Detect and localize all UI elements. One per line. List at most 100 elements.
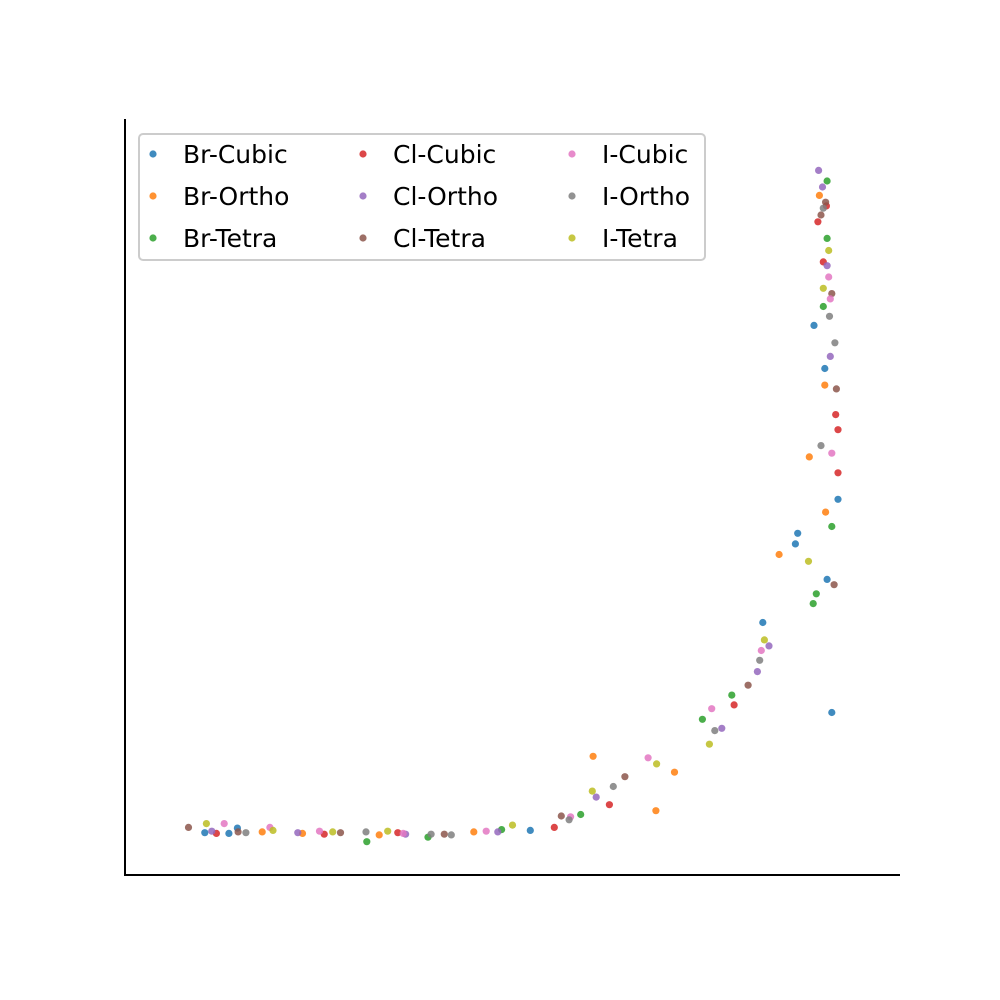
scatter-point (728, 691, 736, 699)
scatter-point (718, 724, 726, 732)
scatter-point (242, 829, 250, 837)
scatter-point (294, 829, 302, 837)
scatter-point (708, 705, 716, 713)
scatter-point (819, 204, 827, 212)
scatter-point (201, 829, 209, 837)
scatter-point (823, 262, 831, 270)
scatter-point (202, 820, 210, 828)
scatter-point (336, 829, 345, 837)
scatter-point (588, 787, 596, 795)
scatter-point (234, 828, 242, 836)
scatter-point (809, 600, 817, 608)
scatter-point (821, 364, 829, 373)
scatter-point (362, 828, 370, 836)
scatter-point (805, 453, 813, 461)
scatter-point (384, 827, 392, 835)
scatter-point (375, 831, 383, 839)
scatter-point (363, 838, 371, 846)
legend-label: Br-Ortho (183, 182, 289, 211)
legend-marker (149, 234, 157, 242)
legend-label: Cl-Tetra (393, 224, 486, 253)
scatter-point (817, 442, 825, 450)
scatter-point (804, 557, 813, 565)
scatter-point (565, 816, 573, 824)
scatter-point (550, 823, 558, 832)
scatter-point (810, 321, 818, 329)
legend-marker (359, 192, 367, 200)
legend-marker (359, 150, 367, 158)
legend-marker (568, 234, 576, 242)
scatter-point (220, 820, 228, 828)
scatter-point (508, 821, 517, 829)
legend-frame (138, 133, 706, 261)
scatter-point (652, 807, 660, 815)
scatter-point (753, 668, 762, 676)
scatter-point (823, 575, 831, 584)
legend-marker (568, 192, 576, 200)
scatter-point (757, 646, 765, 655)
legend-label: Br-Cubic (183, 140, 288, 169)
scatter-point (184, 823, 193, 832)
legend-label: I-Ortho (602, 182, 690, 211)
scatter-point (760, 636, 769, 644)
scatter-point (670, 768, 679, 776)
scatter-point (819, 302, 827, 311)
scatter-point (817, 211, 825, 219)
scatter-point (834, 469, 842, 477)
scatter-point (225, 829, 233, 838)
legend-label: Cl-Ortho (393, 182, 498, 211)
scatter-point (818, 183, 827, 191)
legend-label: I-Cubic (602, 140, 688, 169)
scatter-point (823, 234, 831, 242)
scatter-point (269, 826, 277, 835)
scatter-point (621, 773, 629, 781)
scatter-point (577, 810, 585, 819)
scatter-point (730, 701, 738, 709)
legend-label: Cl-Cubic (393, 140, 496, 169)
scatter-point (482, 827, 490, 835)
scatter-point (329, 828, 337, 836)
legend-label: I-Tetra (602, 224, 678, 253)
legend: Br-Cubic Br-Ortho Br-Tetra Cl-Cubic Cl-Ortho… (138, 133, 706, 261)
scatter-point (791, 540, 800, 548)
legend-marker (359, 234, 367, 242)
scatter-point (765, 642, 773, 650)
scatter-point (831, 339, 839, 347)
scatter-point (832, 411, 840, 419)
scatter-point (826, 352, 834, 360)
scatter-point (258, 828, 266, 836)
scatter-point (822, 508, 830, 516)
legend-marker (149, 192, 157, 200)
scatter-point (399, 829, 407, 838)
scatter-point (825, 273, 833, 281)
scatter-point (705, 740, 714, 748)
scatter-point (394, 829, 402, 837)
scatter-point (812, 590, 820, 598)
scatter-point (826, 295, 834, 303)
scatter-point (605, 801, 614, 809)
scatter-point (828, 522, 836, 531)
scatter-point (794, 529, 802, 537)
scatter-point (609, 782, 617, 791)
scatter-point (832, 385, 841, 393)
scatter-point (828, 708, 836, 717)
scatter-point (653, 760, 661, 768)
scatter-point (759, 618, 767, 627)
scatter-point (208, 827, 216, 835)
scatter-point (815, 191, 824, 199)
legend-label: Br-Tetra (183, 224, 277, 253)
scatter-point (756, 656, 764, 664)
scatter-point (834, 495, 842, 503)
scatter-point (821, 381, 829, 389)
scatter-point (470, 828, 478, 836)
scatter-point (814, 218, 822, 226)
scatter-point (744, 681, 752, 689)
scatter-point (825, 312, 834, 320)
scatter-point (822, 198, 830, 206)
scatter-point (494, 828, 502, 836)
scatter-point (447, 831, 455, 839)
scatter-point (557, 812, 565, 820)
scatter-point (592, 793, 600, 801)
scatter-point (834, 426, 842, 434)
